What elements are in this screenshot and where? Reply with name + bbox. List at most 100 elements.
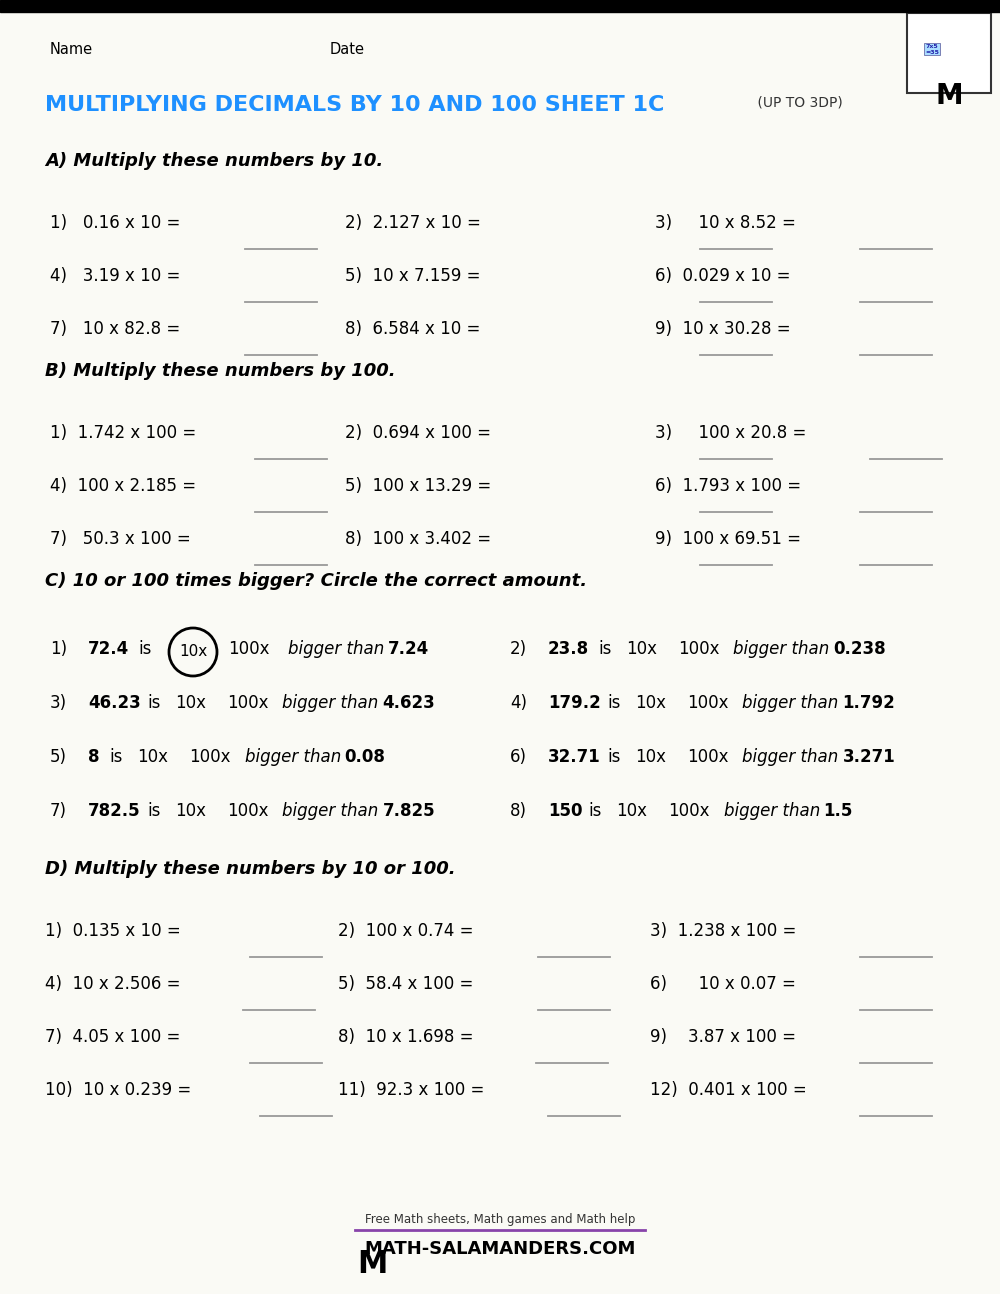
Text: Μ: Μ [935, 82, 963, 110]
Text: 100x: 100x [228, 802, 269, 820]
Text: 6)      10 x 0.07 =: 6) 10 x 0.07 = [650, 974, 796, 992]
Text: 8)  100 x 3.402 =: 8) 100 x 3.402 = [345, 531, 491, 547]
FancyBboxPatch shape [907, 13, 991, 93]
Text: 100x: 100x [190, 748, 231, 766]
Text: 7)  4.05 x 100 =: 7) 4.05 x 100 = [45, 1027, 180, 1046]
Text: Μ: Μ [357, 1250, 387, 1278]
Text: 4)   3.19 x 10 =: 4) 3.19 x 10 = [50, 267, 180, 285]
Text: A) Multiply these numbers by 10.: A) Multiply these numbers by 10. [45, 151, 383, 170]
Text: B) Multiply these numbers by 100.: B) Multiply these numbers by 100. [45, 362, 396, 380]
Text: bigger than: bigger than [742, 694, 839, 712]
Text: 7): 7) [50, 802, 67, 820]
Text: 6)  0.029 x 10 =: 6) 0.029 x 10 = [655, 267, 790, 285]
Text: 100x: 100x [688, 748, 729, 766]
Text: 23.8: 23.8 [548, 641, 589, 659]
Text: MULTIPLYING DECIMALS BY 10 AND 100 SHEET 1C: MULTIPLYING DECIMALS BY 10 AND 100 SHEET… [45, 94, 664, 115]
Text: 6): 6) [510, 748, 527, 766]
Text: 179.2: 179.2 [548, 694, 601, 712]
Text: 12)  0.401 x 100 =: 12) 0.401 x 100 = [650, 1080, 807, 1099]
Text: 10x: 10x [179, 644, 207, 660]
Text: Name: Name [50, 41, 93, 57]
Text: 3): 3) [50, 694, 67, 712]
Text: 1): 1) [50, 641, 67, 659]
Text: 4)  10 x 2.506 =: 4) 10 x 2.506 = [45, 974, 180, 992]
Text: 100x: 100x [228, 641, 270, 659]
Text: 10x: 10x [616, 802, 648, 820]
Text: 10x: 10x [636, 694, 666, 712]
Text: 7x5
=35: 7x5 =35 [925, 44, 939, 54]
Text: bigger than: bigger than [724, 802, 820, 820]
Text: 4)  100 x 2.185 =: 4) 100 x 2.185 = [50, 477, 196, 496]
Text: Date: Date [330, 41, 365, 57]
Text: D) Multiply these numbers by 10 or 100.: D) Multiply these numbers by 10 or 100. [45, 861, 456, 879]
Text: 8)  10 x 1.698 =: 8) 10 x 1.698 = [338, 1027, 474, 1046]
Text: 7)   50.3 x 100 =: 7) 50.3 x 100 = [50, 531, 191, 547]
Text: 7.825: 7.825 [382, 802, 435, 820]
Text: bigger than: bigger than [245, 748, 341, 766]
Text: 10)  10 x 0.239 =: 10) 10 x 0.239 = [45, 1080, 191, 1099]
Text: 3)     100 x 20.8 =: 3) 100 x 20.8 = [655, 424, 806, 443]
Text: 100x: 100x [678, 641, 719, 659]
Bar [0, 0, 1000, 12]
Text: 8)  6.584 x 10 =: 8) 6.584 x 10 = [345, 320, 480, 338]
Text: 11)  92.3 x 100 =: 11) 92.3 x 100 = [338, 1080, 484, 1099]
Text: 10x: 10x [176, 694, 207, 712]
Text: 5)  58.4 x 100 =: 5) 58.4 x 100 = [338, 974, 473, 992]
Text: 1)  1.742 x 100 =: 1) 1.742 x 100 = [50, 424, 196, 443]
Text: is: is [607, 694, 621, 712]
Text: 10x: 10x [626, 641, 657, 659]
Text: 2)  0.694 x 100 =: 2) 0.694 x 100 = [345, 424, 491, 443]
Text: bigger than: bigger than [733, 641, 829, 659]
Text: 150: 150 [548, 802, 582, 820]
Text: 1)   0.16 x 10 =: 1) 0.16 x 10 = [50, 214, 180, 232]
Text: 0.08: 0.08 [344, 748, 385, 766]
Text: 782.5: 782.5 [88, 802, 141, 820]
Text: bigger than: bigger than [283, 802, 379, 820]
Text: 2)  100 x 0.74 =: 2) 100 x 0.74 = [338, 923, 474, 939]
Text: MATH-SALAMANDERS.COM: MATH-SALAMANDERS.COM [364, 1240, 636, 1258]
Text: is: is [110, 748, 123, 766]
Text: 9)  100 x 69.51 =: 9) 100 x 69.51 = [655, 531, 801, 547]
Text: 2)  2.127 x 10 =: 2) 2.127 x 10 = [345, 214, 481, 232]
Text: bigger than: bigger than [742, 748, 839, 766]
Text: 3)     10 x 8.52 =: 3) 10 x 8.52 = [655, 214, 796, 232]
Text: (UP TO 3DP): (UP TO 3DP) [753, 94, 843, 109]
Text: 10x: 10x [176, 802, 207, 820]
Text: 8): 8) [510, 802, 527, 820]
Text: 10x: 10x [138, 748, 168, 766]
Text: is: is [148, 694, 161, 712]
Text: 72.4: 72.4 [88, 641, 129, 659]
Text: 3.271: 3.271 [842, 748, 895, 766]
Text: 100x: 100x [688, 694, 729, 712]
Text: 0.238: 0.238 [833, 641, 886, 659]
Text: 5): 5) [50, 748, 67, 766]
Text: 9)    3.87 x 100 =: 9) 3.87 x 100 = [650, 1027, 796, 1046]
Text: 5)  100 x 13.29 =: 5) 100 x 13.29 = [345, 477, 491, 496]
Text: 2): 2) [510, 641, 527, 659]
Text: 1)  0.135 x 10 =: 1) 0.135 x 10 = [45, 923, 181, 939]
Text: 32.71: 32.71 [548, 748, 601, 766]
Text: bigger than: bigger than [288, 641, 384, 659]
Text: is: is [148, 802, 161, 820]
Text: bigger than: bigger than [283, 694, 379, 712]
Text: 10x: 10x [636, 748, 666, 766]
Text: Free Math sheets, Math games and Math help: Free Math sheets, Math games and Math he… [365, 1212, 635, 1225]
Text: 6)  1.793 x 100 =: 6) 1.793 x 100 = [655, 477, 801, 496]
Text: 4): 4) [510, 694, 527, 712]
Text: 7)   10 x 82.8 =: 7) 10 x 82.8 = [50, 320, 180, 338]
Text: 7.24: 7.24 [388, 641, 429, 659]
Text: 5)  10 x 7.159 =: 5) 10 x 7.159 = [345, 267, 480, 285]
Text: 8: 8 [88, 748, 100, 766]
Text: 3)  1.238 x 100 =: 3) 1.238 x 100 = [650, 923, 796, 939]
Text: is: is [607, 748, 621, 766]
Text: 1.792: 1.792 [842, 694, 895, 712]
Text: 9)  10 x 30.28 =: 9) 10 x 30.28 = [655, 320, 791, 338]
Text: is: is [588, 802, 602, 820]
Text: 100x: 100x [228, 694, 269, 712]
Text: 46.23: 46.23 [88, 694, 141, 712]
Text: 4.623: 4.623 [382, 694, 435, 712]
Text: C) 10 or 100 times bigger? Circle the correct amount.: C) 10 or 100 times bigger? Circle the co… [45, 572, 587, 590]
Text: 100x: 100x [668, 802, 710, 820]
Text: is: is [598, 641, 611, 659]
Text: is: is [138, 641, 151, 659]
